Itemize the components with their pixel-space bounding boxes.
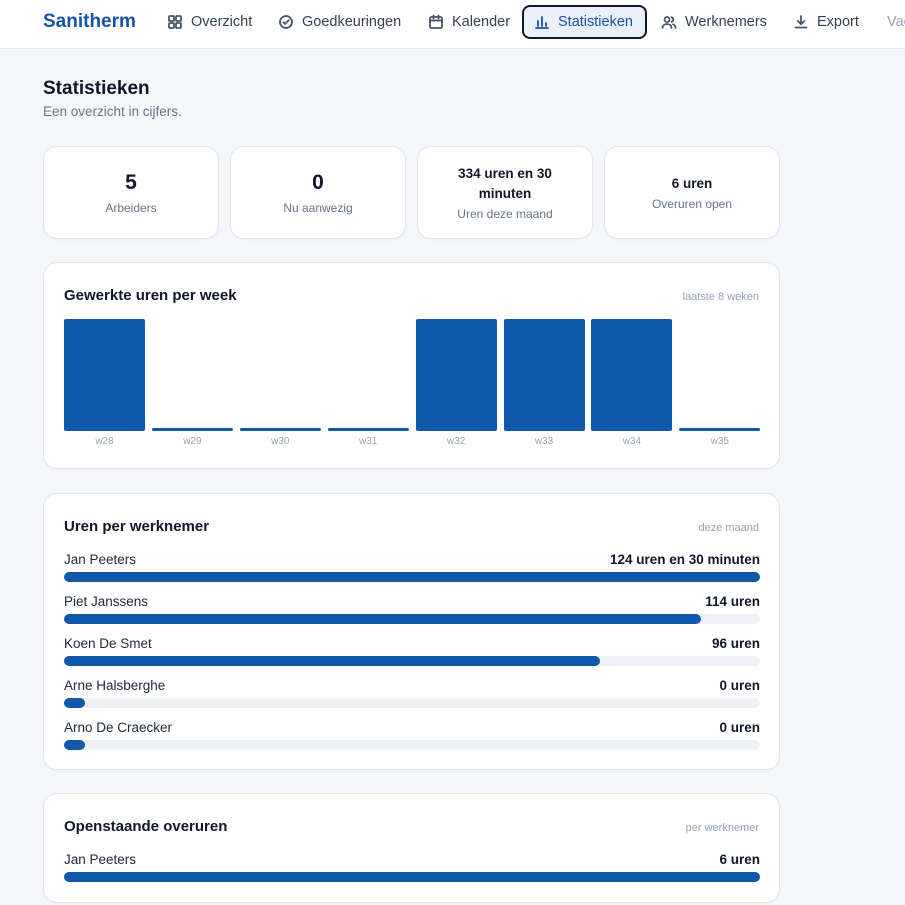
stat-value: 5	[125, 170, 137, 194]
bar-w33	[503, 319, 585, 431]
nav-label: Overzicht	[191, 14, 253, 30]
nav-item-statistieken[interactable]: Statistieken	[522, 5, 647, 39]
employee-hours-row: Piet Janssens 114 uren	[64, 594, 760, 628]
bar-w35	[679, 427, 761, 431]
page-subtitle: Een overzicht in cijfers.	[43, 104, 182, 119]
nav-label: Kalender	[452, 14, 511, 30]
progress-track	[64, 740, 760, 750]
top-navigation: Sanitherm Overzicht Goedkeuringen Kalend…	[0, 0, 905, 49]
nav-item-overzicht[interactable]: Overzicht	[157, 5, 262, 39]
open-overtime-card: Openstaande overuren per werknemer Jan P…	[43, 793, 780, 903]
nav-label: Goedkeuringen	[302, 14, 402, 30]
hours-per-employee-card: Uren per werknemer deze maand Jan Peeter…	[43, 493, 780, 770]
bar-w31	[327, 427, 409, 431]
download-icon	[794, 15, 808, 29]
progress-fill	[64, 572, 760, 582]
employee-name: Arno De Craecker	[64, 720, 173, 735]
progress-track	[64, 698, 760, 708]
nav-item-werknemers[interactable]: Werknemers	[651, 5, 777, 39]
employee-name: Jan Peeters	[64, 852, 137, 867]
employee-hours-value: 0 uren	[719, 720, 760, 735]
stat-card-uren-deze-maand: 334 uren en 30 minuten Uren deze maand	[417, 146, 593, 239]
bar-chart-icon	[535, 16, 549, 29]
employee-hours-value: 124 uren en 30 minuten	[609, 552, 760, 567]
brand-logo[interactable]: Sanitherm	[43, 11, 136, 32]
bar-w28	[64, 319, 145, 431]
stat-card-overuren-open: 6 uren Overuren open	[604, 146, 780, 239]
nav-label: Werknemers	[685, 14, 767, 30]
stat-label: Nu aanwezig	[283, 201, 353, 216]
tick-label-w33: w33	[534, 436, 554, 447]
grid-icon	[168, 15, 182, 29]
nav-item-export[interactable]: Export	[783, 5, 869, 39]
nav-label: Statistieken	[558, 14, 633, 30]
tick-label-w34: w34	[622, 436, 642, 447]
progress-fill	[64, 698, 85, 708]
bar-w30	[239, 427, 321, 431]
stat-value: 6 uren	[671, 176, 713, 192]
nav-item-goedkeuringen[interactable]: Goedkeuringen	[268, 5, 411, 39]
tick-label-w29: w29	[183, 436, 202, 447]
check-circle-icon	[279, 15, 293, 29]
tick-label-w30: w30	[271, 436, 290, 447]
employee-name: Jan Peeters	[64, 552, 137, 567]
card-hint: per werknemer	[685, 822, 759, 834]
employee-hours-value: 114 uren	[705, 594, 760, 609]
employee-hours-value: 96 uren	[711, 636, 760, 651]
stat-card-nu-aanwezig: 0 Nu aanwezig	[230, 146, 406, 239]
progress-fill	[64, 656, 600, 666]
page-title: Statistieken	[43, 78, 150, 99]
nav-label: Export	[817, 14, 859, 30]
progress-track	[64, 572, 760, 582]
employee-hours-value: 6 uren	[719, 852, 760, 867]
employee-hours-value: 0 uren	[719, 678, 760, 693]
progress-track	[64, 656, 760, 666]
tick-label-w32: w32	[446, 436, 466, 447]
bar-w32	[415, 319, 497, 431]
nav-item-vac[interactable]: Vac	[877, 5, 905, 39]
tick-label-w28: w28	[95, 436, 114, 447]
progress-fill	[64, 614, 701, 624]
employee-hours-row: Arno De Craecker 0 uren	[64, 720, 760, 754]
stat-label: Arbeiders	[105, 201, 157, 216]
stat-label: Overuren open	[651, 196, 733, 211]
employee-name: Koen De Smet	[64, 636, 152, 651]
calendar-icon	[429, 14, 443, 29]
employee-name: Piet Janssens	[64, 594, 149, 609]
progress-track	[64, 614, 760, 624]
tick-label-w31: w31	[359, 436, 378, 447]
weekly-hours-card: Gewerkte uren per week laatste 8 weken w…	[43, 262, 780, 469]
progress-fill	[64, 740, 85, 750]
bar-w29	[151, 427, 233, 431]
users-icon	[661, 16, 677, 29]
card-hint: laatste 8 weken	[682, 291, 759, 303]
overtime-row: Jan Peeters 6 uren	[64, 852, 760, 886]
employee-hours-row: Arne Halsberghe 0 uren	[64, 678, 760, 712]
stat-value: 334 uren en 30 minuten	[458, 166, 552, 201]
employee-name: Arne Halsberghe	[64, 678, 166, 693]
nav-label: Vac	[887, 14, 905, 30]
card-hint: deze maand	[698, 522, 759, 534]
employee-hours-row: Jan Peeters 124 uren en 30 minuten	[64, 552, 760, 586]
card-title: Uren per werknemer	[64, 518, 210, 535]
bar-w34	[591, 319, 673, 431]
nav-item-kalender[interactable]: Kalender	[418, 5, 520, 39]
stat-label: Uren deze maand	[457, 206, 553, 221]
stat-value: 0	[312, 170, 324, 194]
stat-card-arbeiders: 5 Arbeiders	[43, 146, 219, 239]
progress-track	[64, 872, 760, 882]
card-title: Gewerkte uren per week	[64, 287, 237, 304]
card-title: Openstaande overuren	[64, 818, 228, 835]
tick-label-w35: w35	[710, 436, 729, 447]
progress-fill	[64, 872, 760, 882]
employee-hours-row: Koen De Smet 96 uren	[64, 636, 760, 670]
